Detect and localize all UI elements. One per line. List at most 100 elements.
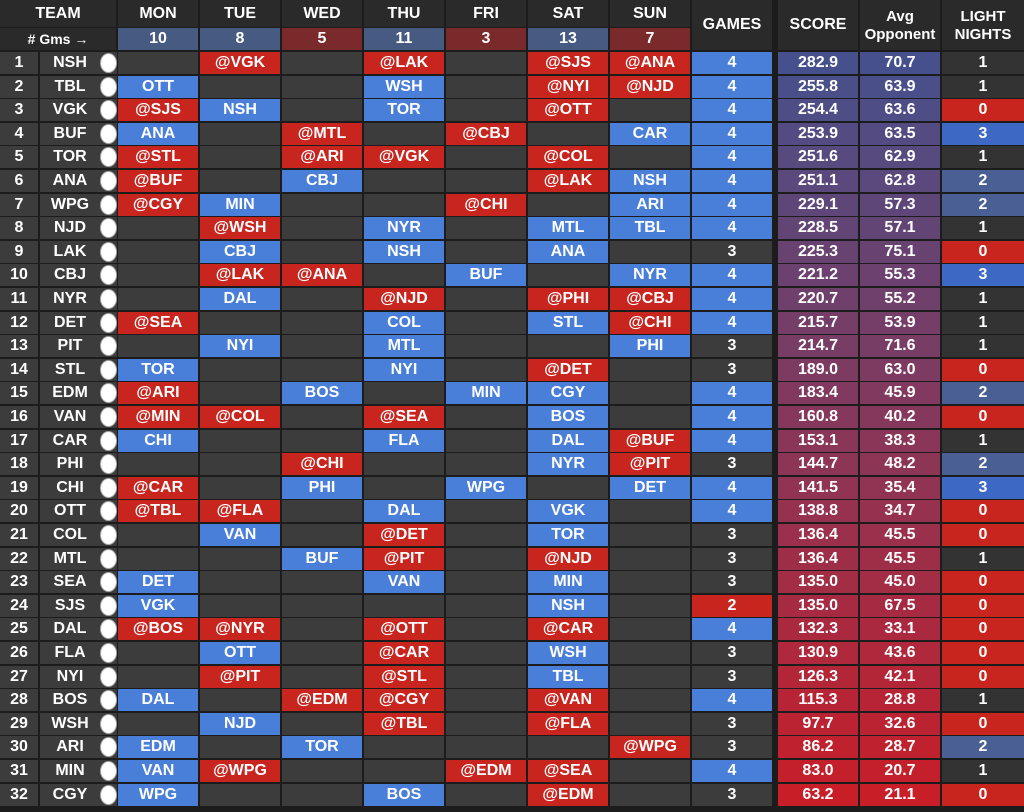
row-light-nights: 0 [942, 571, 1024, 593]
row-games: 4 [692, 123, 772, 145]
game-cell-sat: @VAN [528, 689, 608, 711]
game-cell-sat: @SEA [528, 760, 608, 782]
game-cell-sat: @DET [528, 359, 608, 381]
header-sun: SUN [610, 0, 690, 27]
game-cell-fri [446, 736, 526, 758]
game-cell-thu [364, 760, 444, 782]
row-avg-opponent: 38.3 [860, 430, 940, 452]
team-logo-cell [100, 760, 117, 782]
row-team: VAN [40, 406, 100, 428]
game-cell-fri [446, 618, 526, 640]
game-cell-tue: @PIT [200, 666, 280, 688]
game-cell-sat [528, 194, 608, 216]
row-games: 3 [692, 736, 772, 758]
row-score: 135.0 [778, 595, 858, 617]
row-light-nights: 0 [942, 666, 1024, 688]
row-avg-opponent: 45.0 [860, 571, 940, 593]
team-logo-icon [100, 785, 117, 805]
row-avg-opponent: 55.3 [860, 264, 940, 286]
team-logo-icon [100, 454, 117, 474]
game-cell-mon: @ARI [118, 382, 198, 404]
game-cell-wed [282, 359, 362, 381]
team-logo-cell [100, 99, 117, 121]
team-logo-cell [100, 784, 117, 806]
game-cell-sun [610, 760, 690, 782]
team-logo-cell [100, 241, 117, 263]
team-logo-icon [100, 313, 117, 333]
game-cell-sun: CAR [610, 123, 690, 145]
game-cell-sun [610, 666, 690, 688]
team-logo-icon [100, 360, 117, 380]
game-cell-wed [282, 430, 362, 452]
game-cell-wed [282, 642, 362, 664]
row-light-nights: 1 [942, 52, 1024, 74]
row-rank: 30 [0, 736, 38, 758]
game-cell-thu: @VGK [364, 146, 444, 168]
row-light-nights: 1 [942, 146, 1024, 168]
game-cell-wed [282, 52, 362, 74]
row-avg-opponent: 62.8 [860, 170, 940, 192]
game-cell-wed [282, 666, 362, 688]
row-score: 136.4 [778, 524, 858, 546]
game-cell-thu: @PIT [364, 548, 444, 570]
game-cell-sun: @BUF [610, 430, 690, 452]
game-cell-wed: CBJ [282, 170, 362, 192]
game-cell-tue [200, 689, 280, 711]
game-cell-wed [282, 595, 362, 617]
game-cell-thu [364, 170, 444, 192]
row-light-nights: 0 [942, 500, 1024, 522]
team-logo-cell [100, 689, 117, 711]
game-cell-sun: NSH [610, 170, 690, 192]
game-cell-mon: OTT [118, 76, 198, 98]
game-cell-sun [610, 713, 690, 735]
row-team: TBL [40, 76, 100, 98]
team-logo-icon [100, 53, 117, 73]
row-team: CGY [40, 784, 100, 806]
team-logo-icon [100, 596, 117, 616]
game-cell-thu: COL [364, 312, 444, 334]
team-logo-cell [100, 217, 117, 239]
game-cell-sun [610, 382, 690, 404]
team-logo-cell [100, 335, 117, 357]
game-cell-wed: @ANA [282, 264, 362, 286]
game-cell-mon: @SEA [118, 312, 198, 334]
team-logo-cell [100, 548, 117, 570]
row-games: 4 [692, 76, 772, 98]
row-rank: 18 [0, 453, 38, 475]
row-team: NYR [40, 288, 100, 310]
row-light-nights: 2 [942, 382, 1024, 404]
game-cell-tue: NJD [200, 713, 280, 735]
row-score: 189.0 [778, 359, 858, 381]
game-cell-thu [364, 194, 444, 216]
row-team: NJD [40, 217, 100, 239]
game-cell-sun [610, 595, 690, 617]
team-logo-cell [100, 194, 117, 216]
row-score: 253.9 [778, 123, 858, 145]
game-cell-wed [282, 500, 362, 522]
game-cell-sun [610, 784, 690, 806]
row-rank: 11 [0, 288, 38, 310]
row-score: 282.9 [778, 52, 858, 74]
row-rank: 23 [0, 571, 38, 593]
game-cell-mon [118, 666, 198, 688]
row-rank: 22 [0, 548, 38, 570]
row-team: BUF [40, 123, 100, 145]
game-cell-sun [610, 689, 690, 711]
game-cell-tue [200, 146, 280, 168]
team-logo-icon [100, 431, 117, 451]
row-rank: 20 [0, 500, 38, 522]
row-team: COL [40, 524, 100, 546]
row-light-nights: 2 [942, 453, 1024, 475]
game-cell-fri [446, 217, 526, 239]
team-logo-cell [100, 430, 117, 452]
team-logo-cell [100, 52, 117, 74]
row-rank: 28 [0, 689, 38, 711]
game-cell-sun [610, 146, 690, 168]
team-logo-cell [100, 477, 117, 499]
game-cell-fri: @CBJ [446, 123, 526, 145]
game-cell-fri [446, 571, 526, 593]
row-team: BOS [40, 689, 100, 711]
row-rank: 15 [0, 382, 38, 404]
team-logo-cell [100, 713, 117, 735]
